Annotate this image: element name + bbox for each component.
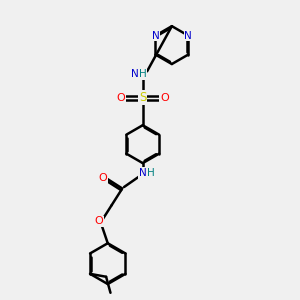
Text: N: N <box>184 31 192 40</box>
Text: H: H <box>147 168 155 178</box>
Text: O: O <box>98 173 107 183</box>
Text: S: S <box>139 91 146 104</box>
Text: N: N <box>152 31 159 40</box>
Text: O: O <box>160 92 169 103</box>
Text: N: N <box>139 168 147 178</box>
Text: O: O <box>94 216 103 226</box>
Text: O: O <box>116 92 125 103</box>
Text: H: H <box>139 69 147 79</box>
Text: N: N <box>131 69 138 79</box>
